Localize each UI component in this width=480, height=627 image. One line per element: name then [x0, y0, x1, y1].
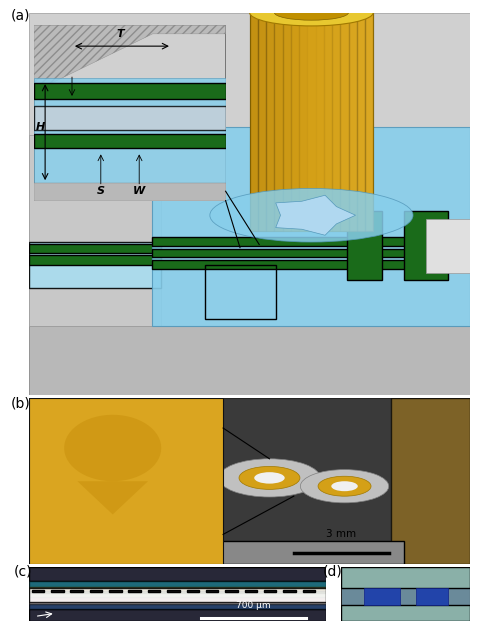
FancyBboxPatch shape	[266, 13, 275, 231]
FancyBboxPatch shape	[29, 603, 326, 609]
FancyBboxPatch shape	[153, 127, 470, 326]
FancyBboxPatch shape	[258, 13, 266, 231]
Text: 700 μm: 700 μm	[236, 601, 271, 610]
Text: (a): (a)	[11, 9, 31, 23]
Ellipse shape	[250, 0, 373, 26]
Circle shape	[318, 477, 371, 496]
Text: S: S	[97, 186, 105, 196]
FancyBboxPatch shape	[250, 13, 373, 231]
FancyBboxPatch shape	[29, 135, 161, 326]
FancyBboxPatch shape	[347, 211, 382, 280]
FancyBboxPatch shape	[264, 590, 276, 592]
Circle shape	[300, 470, 389, 503]
FancyBboxPatch shape	[225, 590, 238, 592]
FancyBboxPatch shape	[365, 13, 373, 231]
FancyBboxPatch shape	[34, 25, 226, 201]
FancyBboxPatch shape	[51, 590, 64, 592]
FancyBboxPatch shape	[167, 590, 180, 592]
FancyBboxPatch shape	[29, 255, 161, 265]
FancyBboxPatch shape	[109, 590, 121, 592]
FancyBboxPatch shape	[29, 598, 326, 603]
FancyBboxPatch shape	[364, 587, 400, 604]
FancyBboxPatch shape	[348, 13, 357, 231]
FancyBboxPatch shape	[32, 590, 44, 592]
FancyBboxPatch shape	[340, 13, 348, 231]
FancyBboxPatch shape	[244, 590, 257, 592]
FancyBboxPatch shape	[302, 590, 315, 592]
FancyBboxPatch shape	[332, 13, 340, 231]
FancyBboxPatch shape	[29, 326, 470, 395]
Polygon shape	[64, 415, 161, 481]
FancyBboxPatch shape	[283, 13, 291, 231]
FancyBboxPatch shape	[29, 398, 470, 564]
FancyBboxPatch shape	[29, 587, 326, 601]
FancyBboxPatch shape	[29, 586, 326, 591]
FancyBboxPatch shape	[153, 260, 470, 269]
FancyBboxPatch shape	[206, 590, 218, 592]
FancyBboxPatch shape	[34, 78, 226, 183]
FancyBboxPatch shape	[153, 249, 470, 257]
FancyBboxPatch shape	[250, 13, 258, 231]
Polygon shape	[77, 482, 148, 514]
FancyBboxPatch shape	[29, 609, 326, 621]
FancyBboxPatch shape	[357, 13, 365, 231]
FancyBboxPatch shape	[29, 541, 404, 564]
Text: (b): (b)	[11, 396, 31, 411]
Text: 3 mm: 3 mm	[326, 529, 356, 539]
FancyBboxPatch shape	[341, 604, 470, 621]
FancyBboxPatch shape	[34, 183, 226, 201]
FancyBboxPatch shape	[29, 13, 470, 395]
FancyBboxPatch shape	[153, 238, 470, 246]
Ellipse shape	[210, 189, 413, 242]
FancyBboxPatch shape	[416, 587, 448, 604]
FancyBboxPatch shape	[29, 567, 326, 581]
Text: H: H	[36, 122, 45, 132]
FancyBboxPatch shape	[391, 398, 470, 564]
FancyBboxPatch shape	[29, 593, 326, 604]
FancyBboxPatch shape	[291, 13, 299, 231]
FancyBboxPatch shape	[129, 590, 141, 592]
FancyBboxPatch shape	[34, 83, 226, 99]
FancyBboxPatch shape	[29, 581, 326, 587]
FancyBboxPatch shape	[187, 590, 199, 592]
Circle shape	[254, 472, 285, 483]
FancyBboxPatch shape	[275, 13, 283, 231]
Text: T: T	[116, 29, 124, 40]
Polygon shape	[34, 25, 226, 92]
FancyBboxPatch shape	[34, 106, 226, 130]
FancyBboxPatch shape	[341, 567, 470, 621]
FancyBboxPatch shape	[29, 567, 326, 621]
Ellipse shape	[275, 5, 348, 20]
FancyBboxPatch shape	[426, 219, 470, 273]
FancyBboxPatch shape	[71, 590, 83, 592]
FancyBboxPatch shape	[29, 398, 223, 564]
FancyBboxPatch shape	[341, 567, 470, 587]
FancyBboxPatch shape	[29, 242, 161, 288]
FancyBboxPatch shape	[148, 590, 160, 592]
Circle shape	[219, 459, 320, 497]
FancyBboxPatch shape	[34, 134, 226, 148]
FancyBboxPatch shape	[90, 590, 102, 592]
Text: (c): (c)	[14, 565, 33, 579]
Text: W: W	[133, 186, 145, 196]
FancyBboxPatch shape	[283, 590, 296, 592]
FancyBboxPatch shape	[29, 591, 326, 598]
Circle shape	[331, 482, 358, 491]
FancyBboxPatch shape	[29, 244, 161, 253]
FancyBboxPatch shape	[404, 211, 448, 280]
Text: (d): (d)	[323, 565, 342, 579]
Circle shape	[239, 466, 300, 489]
Polygon shape	[276, 195, 356, 235]
